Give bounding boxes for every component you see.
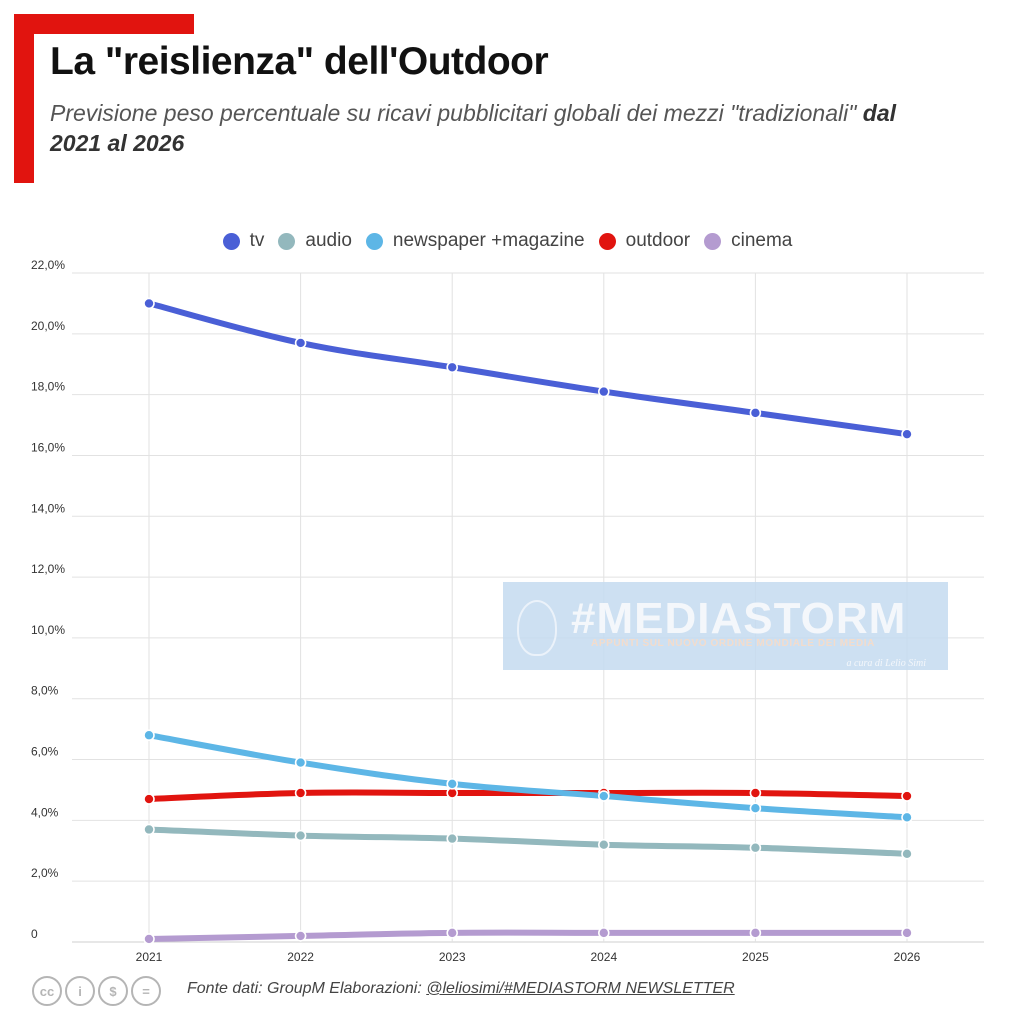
x-tick-label: 2023 (439, 950, 466, 964)
data-point-cinema (294, 930, 307, 942)
mediastorm-watermark: #MEDIASTORM APPUNTI SUL NUOVO ORDINE MON… (503, 582, 948, 670)
data-point-outdoor (143, 793, 155, 805)
y-tick-label: 16,0% (31, 440, 65, 454)
subtitle-bold: dal 2021 al 2026 (50, 100, 897, 156)
legend-label: audio (305, 230, 352, 251)
y-tick-label: 0 (31, 927, 38, 941)
legend-label: cinema (731, 230, 793, 251)
legend-swatch (598, 232, 616, 250)
source-note: Fonte dati: GroupM Elaborazioni: @lelios… (187, 980, 735, 998)
y-tick-label: 18,0% (31, 380, 65, 394)
x-tick-label: 2026 (894, 950, 921, 964)
watermark-subtitle: APPUNTI SUL NUOVO ORDINE MONDIALE DEI ME… (591, 638, 875, 649)
legend-label: tv (249, 230, 265, 251)
x-tick-label: 2025 (742, 950, 769, 964)
data-point-tv (597, 385, 610, 398)
y-tick-label: 14,0% (31, 501, 65, 515)
legend-swatch (278, 232, 296, 250)
data-point-newspaper-magazine (597, 790, 610, 802)
data-point-cinema (749, 927, 762, 939)
chart-legend: tv audio newspaper +magazine outdoor cinema (0, 230, 1015, 252)
legend-swatch (365, 232, 383, 250)
data-point-audio (143, 823, 155, 836)
data-point-cinema (446, 927, 459, 939)
data-point-tv (901, 428, 913, 440)
watermark-author: a cura di Lelio Simi (846, 658, 926, 669)
data-point-tv (446, 361, 459, 374)
x-tick-label: 2021 (136, 950, 163, 964)
y-tick-label: 2,0% (31, 866, 59, 880)
legend-item-outdoor: outdoor (598, 230, 691, 252)
series-line-tv (146, 300, 910, 438)
legend-label: outdoor (625, 230, 691, 251)
data-point-newspaper-magazine (446, 778, 459, 790)
data-point-audio (749, 841, 762, 854)
series-line-newspaper-magazine (146, 732, 910, 821)
data-point-audio (901, 848, 913, 860)
data-point-outdoor (901, 790, 913, 802)
attribution-icon: i (65, 976, 95, 1006)
x-tick-label: 2022 (287, 950, 314, 964)
data-point-outdoor (749, 787, 762, 799)
data-point-newspaper-magazine (143, 729, 155, 742)
watermark-title: #MEDIASTORM (571, 594, 907, 643)
legend-swatch (222, 232, 240, 250)
data-point-cinema (901, 927, 913, 939)
series-line-audio (146, 826, 910, 857)
y-tick-label: 6,0% (31, 745, 59, 759)
data-point-newspaper-magazine (901, 811, 913, 824)
noncommercial-icon: $ (98, 976, 128, 1006)
y-tick-label: 8,0% (31, 684, 59, 698)
chart-subtitle: Previsione peso percentuale su ricavi pu… (50, 98, 910, 158)
subtitle-text: Previsione peso percentuale su ricavi pu… (50, 100, 863, 126)
accent-bar-horizontal (14, 14, 194, 34)
data-point-cinema (143, 933, 155, 945)
y-tick-label: 4,0% (31, 805, 59, 819)
data-point-cinema (597, 927, 610, 939)
x-tick-label: 2024 (590, 950, 617, 964)
data-point-tv (749, 407, 762, 419)
chart-title: La "reislienza" dell'Outdoor (50, 40, 549, 83)
y-tick-label: 20,0% (31, 319, 65, 333)
legend-item-cinema: cinema (704, 230, 792, 252)
data-point-tv (294, 337, 307, 349)
series-line-cinema (146, 929, 910, 942)
data-point-tv (143, 297, 155, 310)
source-link[interactable]: @leliosimi/#MEDIASTORM NEWSLETTER (426, 980, 735, 997)
data-point-newspaper-magazine (749, 802, 762, 815)
y-tick-label: 12,0% (31, 562, 65, 576)
data-point-audio (446, 832, 459, 845)
data-point-outdoor (294, 787, 307, 799)
y-tick-label: 22,0% (31, 258, 65, 272)
accent-bar-vertical (14, 14, 34, 183)
data-point-audio (597, 838, 610, 851)
noderivatives-icon: = (131, 976, 161, 1006)
legend-label: newspaper +magazine (392, 230, 585, 251)
license-icons: cc i $ = (32, 976, 161, 1006)
legend-swatch (704, 232, 722, 250)
source-prefix: Fonte dati: GroupM Elaborazioni: (187, 980, 427, 997)
legend-item-newspaper-magazine: newspaper +magazine (365, 230, 585, 252)
globe-icon (517, 600, 557, 656)
data-point-newspaper-magazine (294, 756, 307, 769)
y-tick-label: 10,0% (31, 623, 65, 637)
legend-item-audio: audio (278, 230, 352, 252)
data-point-audio (294, 829, 307, 842)
legend-item-tv: tv (222, 230, 265, 252)
creative-commons-icon: cc (32, 976, 62, 1006)
